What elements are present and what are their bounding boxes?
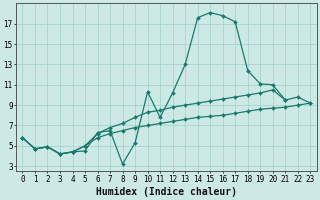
X-axis label: Humidex (Indice chaleur): Humidex (Indice chaleur) <box>96 186 237 197</box>
